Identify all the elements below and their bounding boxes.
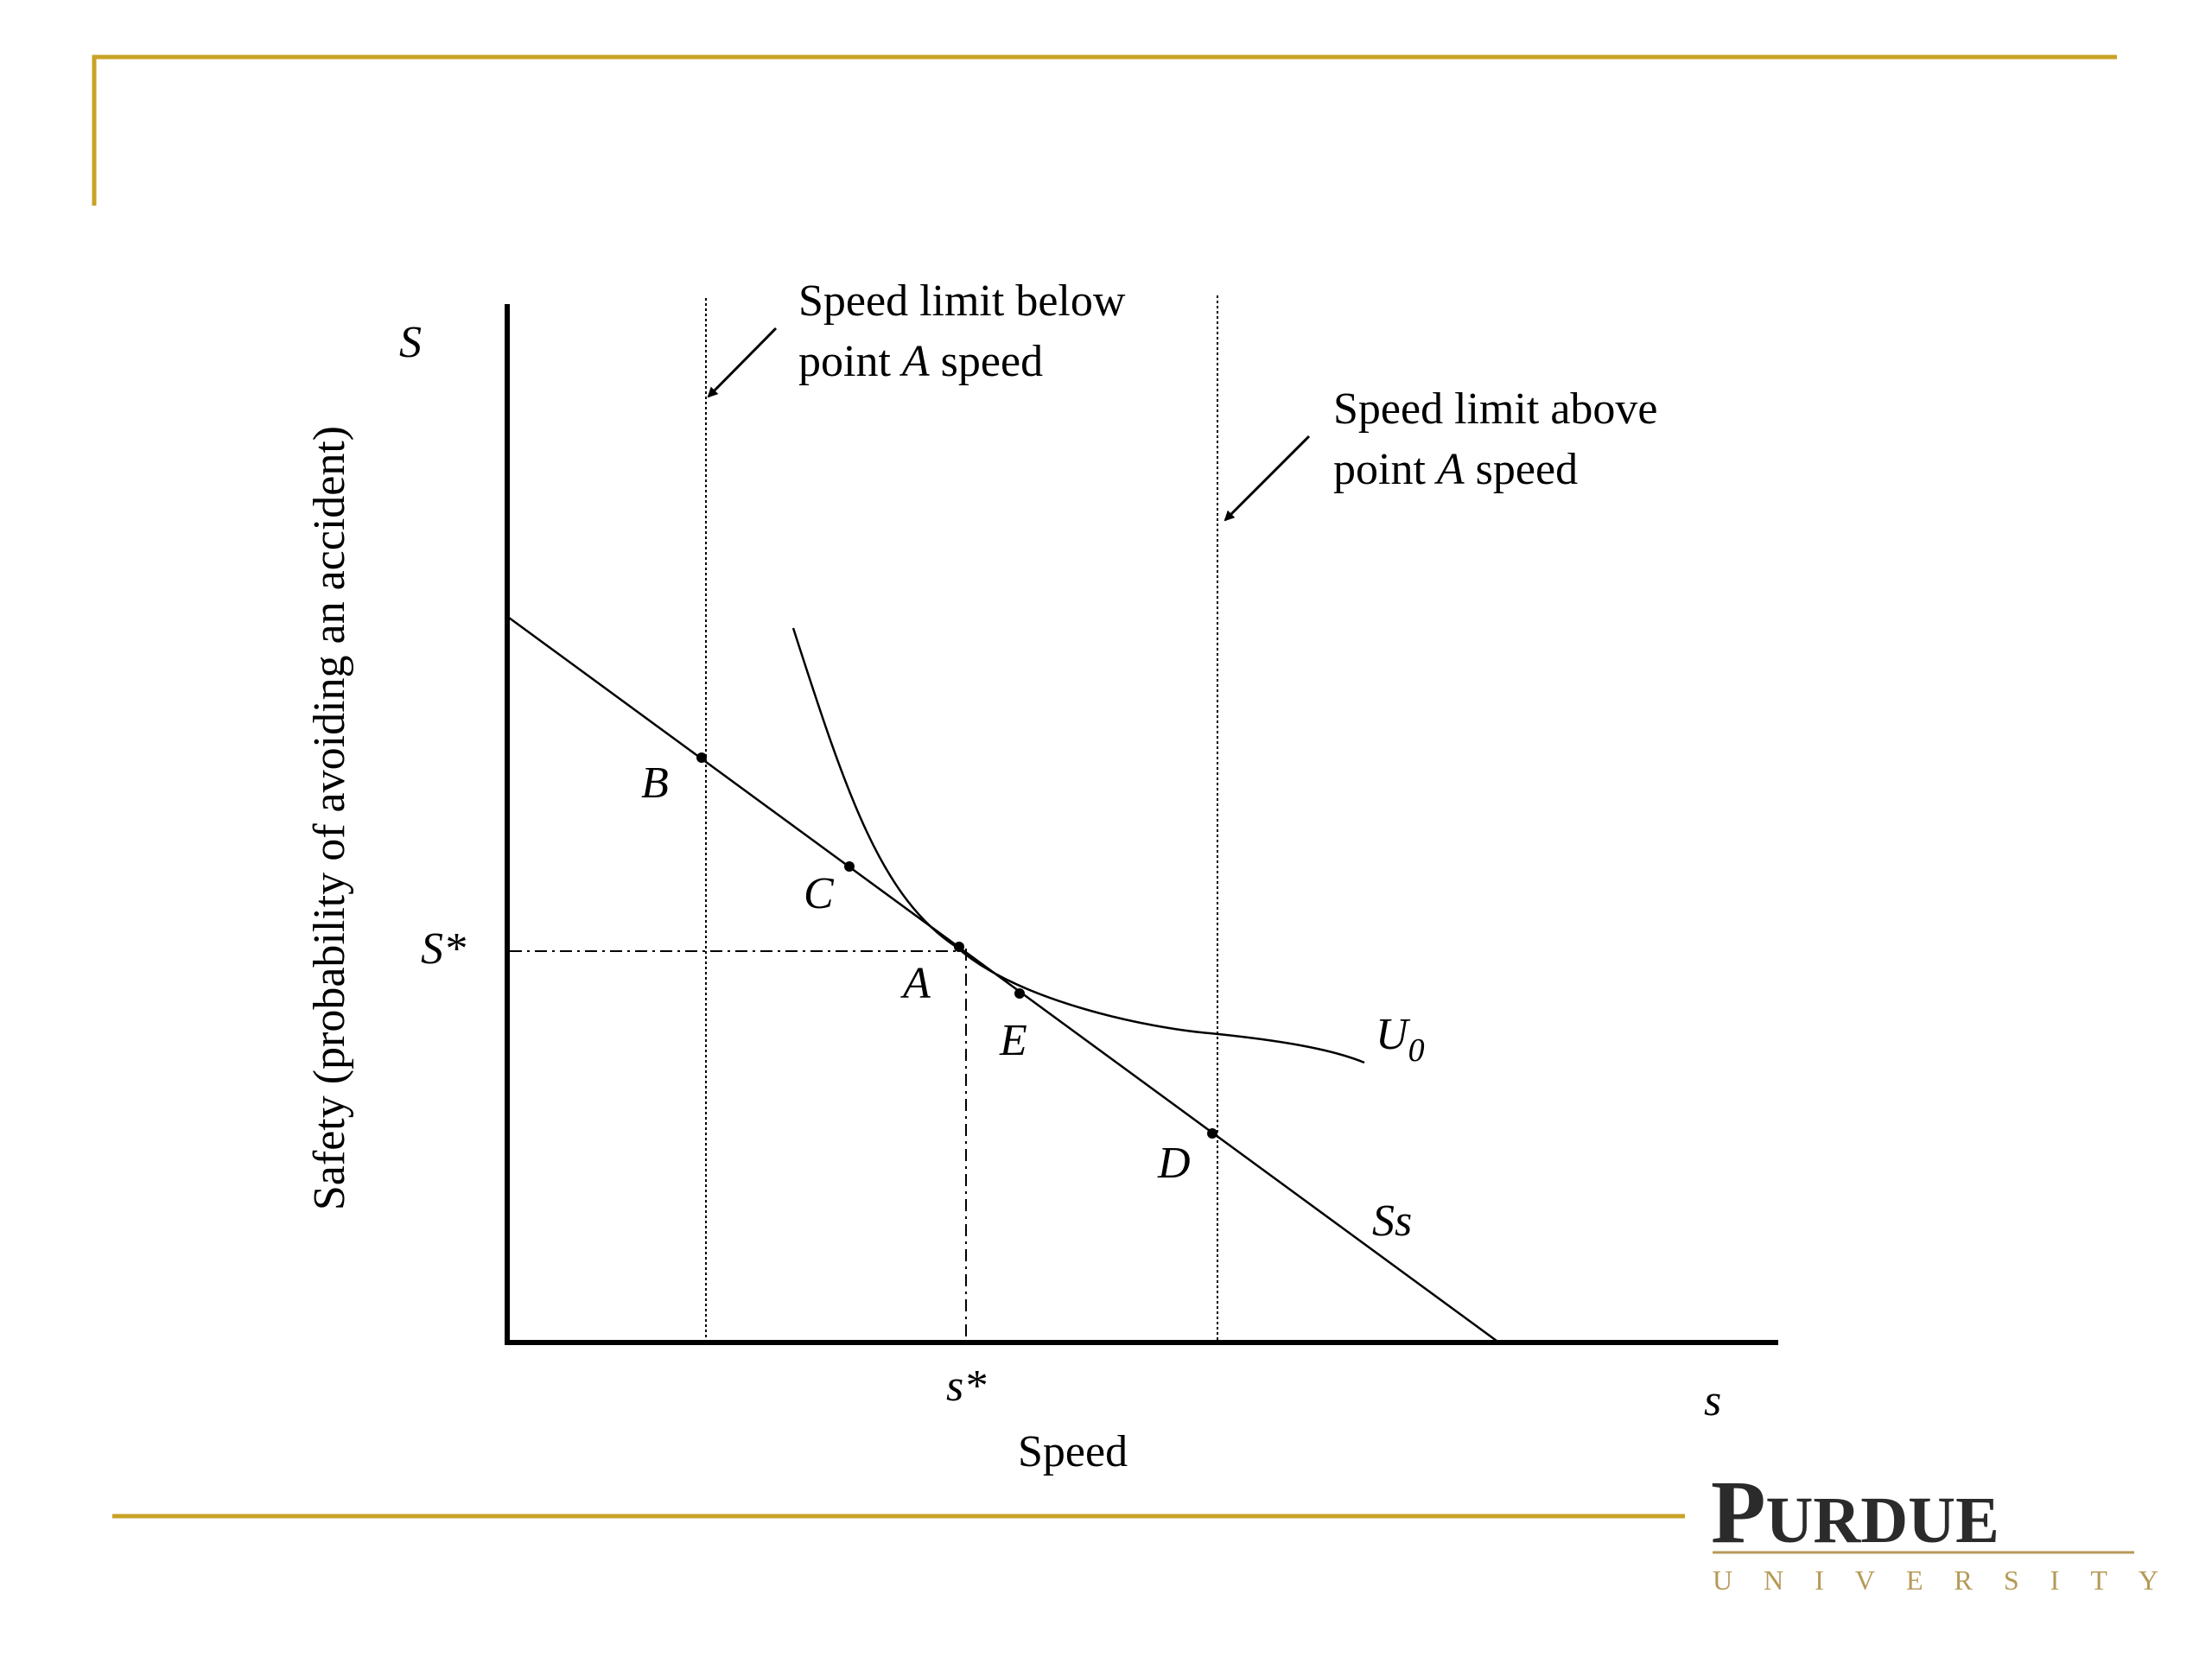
y-axis-title: Safety (probability of avoiding an accid…: [305, 426, 354, 1210]
purdue-logo: PURDUE UNIVERSITY: [1711, 1463, 2190, 1596]
point-e-label: E: [999, 1016, 1027, 1065]
x-axis-title: Speed: [1018, 1427, 1128, 1476]
point-a-label: A: [900, 959, 931, 1008]
point-a-dot: [954, 942, 964, 952]
point-d-label: D: [1157, 1139, 1191, 1188]
arrow-above: [1224, 435, 1311, 522]
annotation-below-line2: point A speed: [798, 337, 1043, 386]
point-c-dot: [844, 861, 855, 872]
logo-wordmark: PURDUE: [1711, 1463, 1999, 1562]
point-b-dot: [696, 752, 707, 763]
s-star-label: s*: [946, 1362, 986, 1411]
annotation-above-line2: point A speed: [1333, 445, 1578, 494]
point-e-dot: [1014, 988, 1025, 999]
point-d-dot: [1207, 1128, 1217, 1139]
u0-curve: [791, 627, 1365, 1064]
ss-label: Ss: [1372, 1196, 1412, 1246]
logo-subtitle: UNIVERSITY: [1713, 1565, 2190, 1596]
u0-label: U0: [1376, 1010, 1425, 1069]
annotation-below-line1: Speed limit below: [798, 276, 1126, 326]
point-b-label: B: [641, 759, 669, 808]
S-star-label: S*: [421, 924, 466, 974]
point-c-label: C: [804, 869, 835, 918]
ss-line: [508, 616, 1497, 1342]
arrow-below: [707, 327, 778, 398]
x-axis-symbol: s: [1704, 1376, 1721, 1425]
y-axis-symbol: S: [399, 318, 422, 367]
annotation-above-line1: Speed limit above: [1333, 384, 1657, 434]
